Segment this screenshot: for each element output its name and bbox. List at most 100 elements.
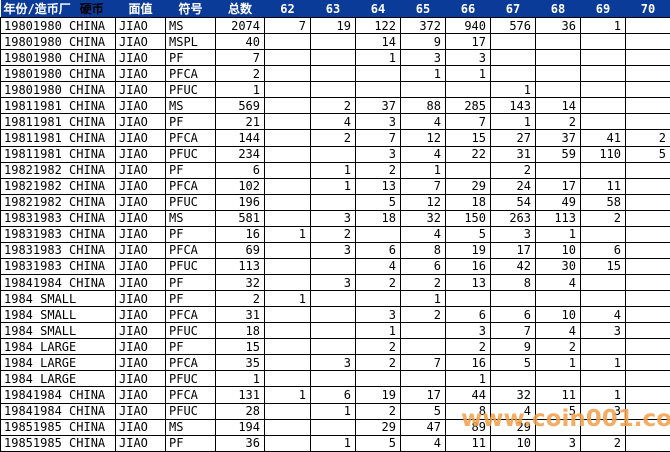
cell-total[interactable]: 144 bbox=[215, 129, 265, 147]
cell-denomination[interactable]: JIAO bbox=[115, 145, 166, 163]
cell-denomination[interactable]: JIAO bbox=[115, 65, 166, 83]
cell-grade-62[interactable] bbox=[264, 65, 311, 83]
cell-grade-65[interactable] bbox=[400, 338, 446, 356]
cell-grade-70[interactable] bbox=[625, 16, 670, 35]
header-grade-62[interactable]: 62 bbox=[264, 0, 311, 18]
cell-grade-67[interactable]: 24 bbox=[490, 177, 536, 195]
header-grade-69[interactable]: 69 bbox=[580, 0, 626, 18]
cell-grade-70[interactable] bbox=[625, 241, 670, 259]
cell-denomination[interactable]: JIAO bbox=[115, 338, 166, 356]
cell-grade-66[interactable]: 16 bbox=[445, 354, 491, 372]
cell-grade-64[interactable]: 122 bbox=[355, 16, 401, 35]
cell-total[interactable]: 28 bbox=[215, 402, 265, 420]
cell-grade-68[interactable] bbox=[535, 33, 581, 51]
cell-year-mint[interactable]: 1984 SMALL bbox=[0, 306, 116, 324]
cell-grade-66[interactable]: 3 bbox=[445, 322, 491, 340]
cell-grade-63[interactable] bbox=[310, 193, 356, 211]
cell-symbol[interactable]: PFUC bbox=[165, 81, 216, 99]
cell-grade-62[interactable] bbox=[264, 322, 311, 340]
cell-grade-67[interactable]: 7 bbox=[490, 322, 536, 340]
cell-total[interactable]: 2 bbox=[215, 290, 265, 308]
cell-grade-62[interactable] bbox=[264, 402, 311, 420]
cell-grade-69[interactable]: 1 bbox=[580, 354, 626, 372]
cell-grade-69[interactable] bbox=[580, 49, 626, 67]
cell-grade-63[interactable]: 1 bbox=[310, 402, 356, 420]
cell-grade-64[interactable]: 3 bbox=[355, 113, 401, 131]
cell-denomination[interactable]: JIAO bbox=[115, 322, 166, 340]
cell-grade-69[interactable] bbox=[580, 113, 626, 131]
cell-denomination[interactable]: JIAO bbox=[115, 97, 166, 115]
cell-denomination[interactable]: JIAO bbox=[115, 354, 166, 372]
cell-grade-70[interactable] bbox=[625, 97, 670, 115]
cell-grade-64[interactable]: 6 bbox=[355, 241, 401, 259]
cell-grade-62[interactable]: 1 bbox=[264, 225, 311, 243]
cell-grade-66[interactable]: 285 bbox=[445, 97, 491, 115]
cell-grade-63[interactable] bbox=[310, 49, 356, 67]
cell-grade-65[interactable]: 4 bbox=[400, 434, 446, 452]
cell-grade-70[interactable] bbox=[625, 354, 670, 372]
cell-grade-65[interactable]: 88 bbox=[400, 97, 446, 115]
cell-grade-64[interactable]: 2 bbox=[355, 402, 401, 420]
cell-grade-67[interactable]: 9 bbox=[490, 338, 536, 356]
cell-year-mint[interactable]: 19801980 CHINA bbox=[0, 65, 116, 83]
cell-grade-69[interactable] bbox=[580, 33, 626, 51]
cell-year-mint[interactable]: 19841984 CHINA bbox=[0, 273, 116, 292]
cell-year-mint[interactable]: 1984 SMALL bbox=[0, 322, 116, 340]
cell-grade-70[interactable] bbox=[625, 113, 670, 131]
cell-grade-65[interactable]: 7 bbox=[400, 354, 446, 372]
cell-grade-63[interactable] bbox=[310, 145, 356, 163]
cell-grade-66[interactable]: 18 bbox=[445, 193, 491, 211]
cell-year-mint[interactable]: 19831983 CHINA bbox=[0, 257, 116, 276]
cell-grade-70[interactable] bbox=[625, 273, 670, 292]
cell-symbol[interactable]: PFUC bbox=[165, 257, 216, 276]
cell-grade-68[interactable]: 10 bbox=[535, 306, 581, 324]
cell-symbol[interactable]: PFUC bbox=[165, 145, 216, 163]
cell-grade-68[interactable]: 37 bbox=[535, 129, 581, 147]
cell-grade-62[interactable] bbox=[264, 81, 311, 99]
cell-grade-62[interactable] bbox=[264, 49, 311, 67]
cell-total[interactable]: 21 bbox=[215, 113, 265, 131]
cell-grade-67[interactable] bbox=[490, 370, 536, 388]
cell-grade-68[interactable]: 1 bbox=[535, 354, 581, 372]
cell-symbol[interactable]: PFCA bbox=[165, 386, 216, 404]
cell-grade-69[interactable] bbox=[580, 81, 626, 99]
cell-grade-67[interactable]: 17 bbox=[490, 241, 536, 259]
cell-grade-70[interactable] bbox=[625, 209, 670, 227]
cell-grade-63[interactable]: 19 bbox=[310, 16, 356, 35]
cell-grade-62[interactable] bbox=[264, 161, 311, 179]
cell-grade-66[interactable] bbox=[445, 81, 491, 99]
cell-grade-65[interactable]: 2 bbox=[400, 273, 446, 292]
cell-symbol[interactable]: PFUC bbox=[165, 402, 216, 420]
cell-grade-68[interactable]: 30 bbox=[535, 257, 581, 276]
header-symbol[interactable]: 符号 bbox=[165, 0, 216, 18]
cell-grade-66[interactable]: 17 bbox=[445, 33, 491, 51]
cell-grade-65[interactable]: 12 bbox=[400, 129, 446, 147]
cell-grade-64[interactable]: 2 bbox=[355, 273, 401, 292]
cell-grade-62[interactable] bbox=[264, 129, 311, 147]
cell-denomination[interactable]: JIAO bbox=[115, 81, 166, 99]
cell-grade-70[interactable] bbox=[625, 65, 670, 83]
cell-denomination[interactable]: JIAO bbox=[115, 225, 166, 243]
cell-symbol[interactable]: PFCA bbox=[165, 65, 216, 83]
cell-grade-63[interactable] bbox=[310, 306, 356, 324]
cell-grade-66[interactable]: 11 bbox=[445, 434, 491, 452]
cell-grade-70[interactable] bbox=[625, 193, 670, 211]
cell-denomination[interactable]: JIAO bbox=[115, 113, 166, 131]
cell-total[interactable]: 194 bbox=[215, 418, 265, 436]
cell-grade-68[interactable]: 2 bbox=[535, 338, 581, 356]
cell-grade-68[interactable]: 17 bbox=[535, 177, 581, 195]
cell-grade-67[interactable]: 54 bbox=[490, 193, 536, 211]
cell-grade-68[interactable] bbox=[535, 370, 581, 388]
cell-grade-70[interactable]: 2 bbox=[625, 129, 670, 147]
cell-denomination[interactable]: JIAO bbox=[115, 16, 166, 35]
cell-total[interactable]: 32 bbox=[215, 273, 265, 292]
cell-grade-65[interactable]: 4 bbox=[400, 225, 446, 243]
cell-grade-65[interactable]: 4 bbox=[400, 145, 446, 163]
cell-grade-68[interactable] bbox=[535, 161, 581, 179]
cell-grade-63[interactable]: 1 bbox=[310, 434, 356, 452]
cell-grade-66[interactable]: 1 bbox=[445, 65, 491, 83]
cell-grade-65[interactable]: 4 bbox=[400, 113, 446, 131]
cell-total[interactable]: 569 bbox=[215, 97, 265, 115]
cell-grade-67[interactable]: 27 bbox=[490, 129, 536, 147]
cell-grade-68[interactable]: 5 bbox=[535, 402, 581, 420]
